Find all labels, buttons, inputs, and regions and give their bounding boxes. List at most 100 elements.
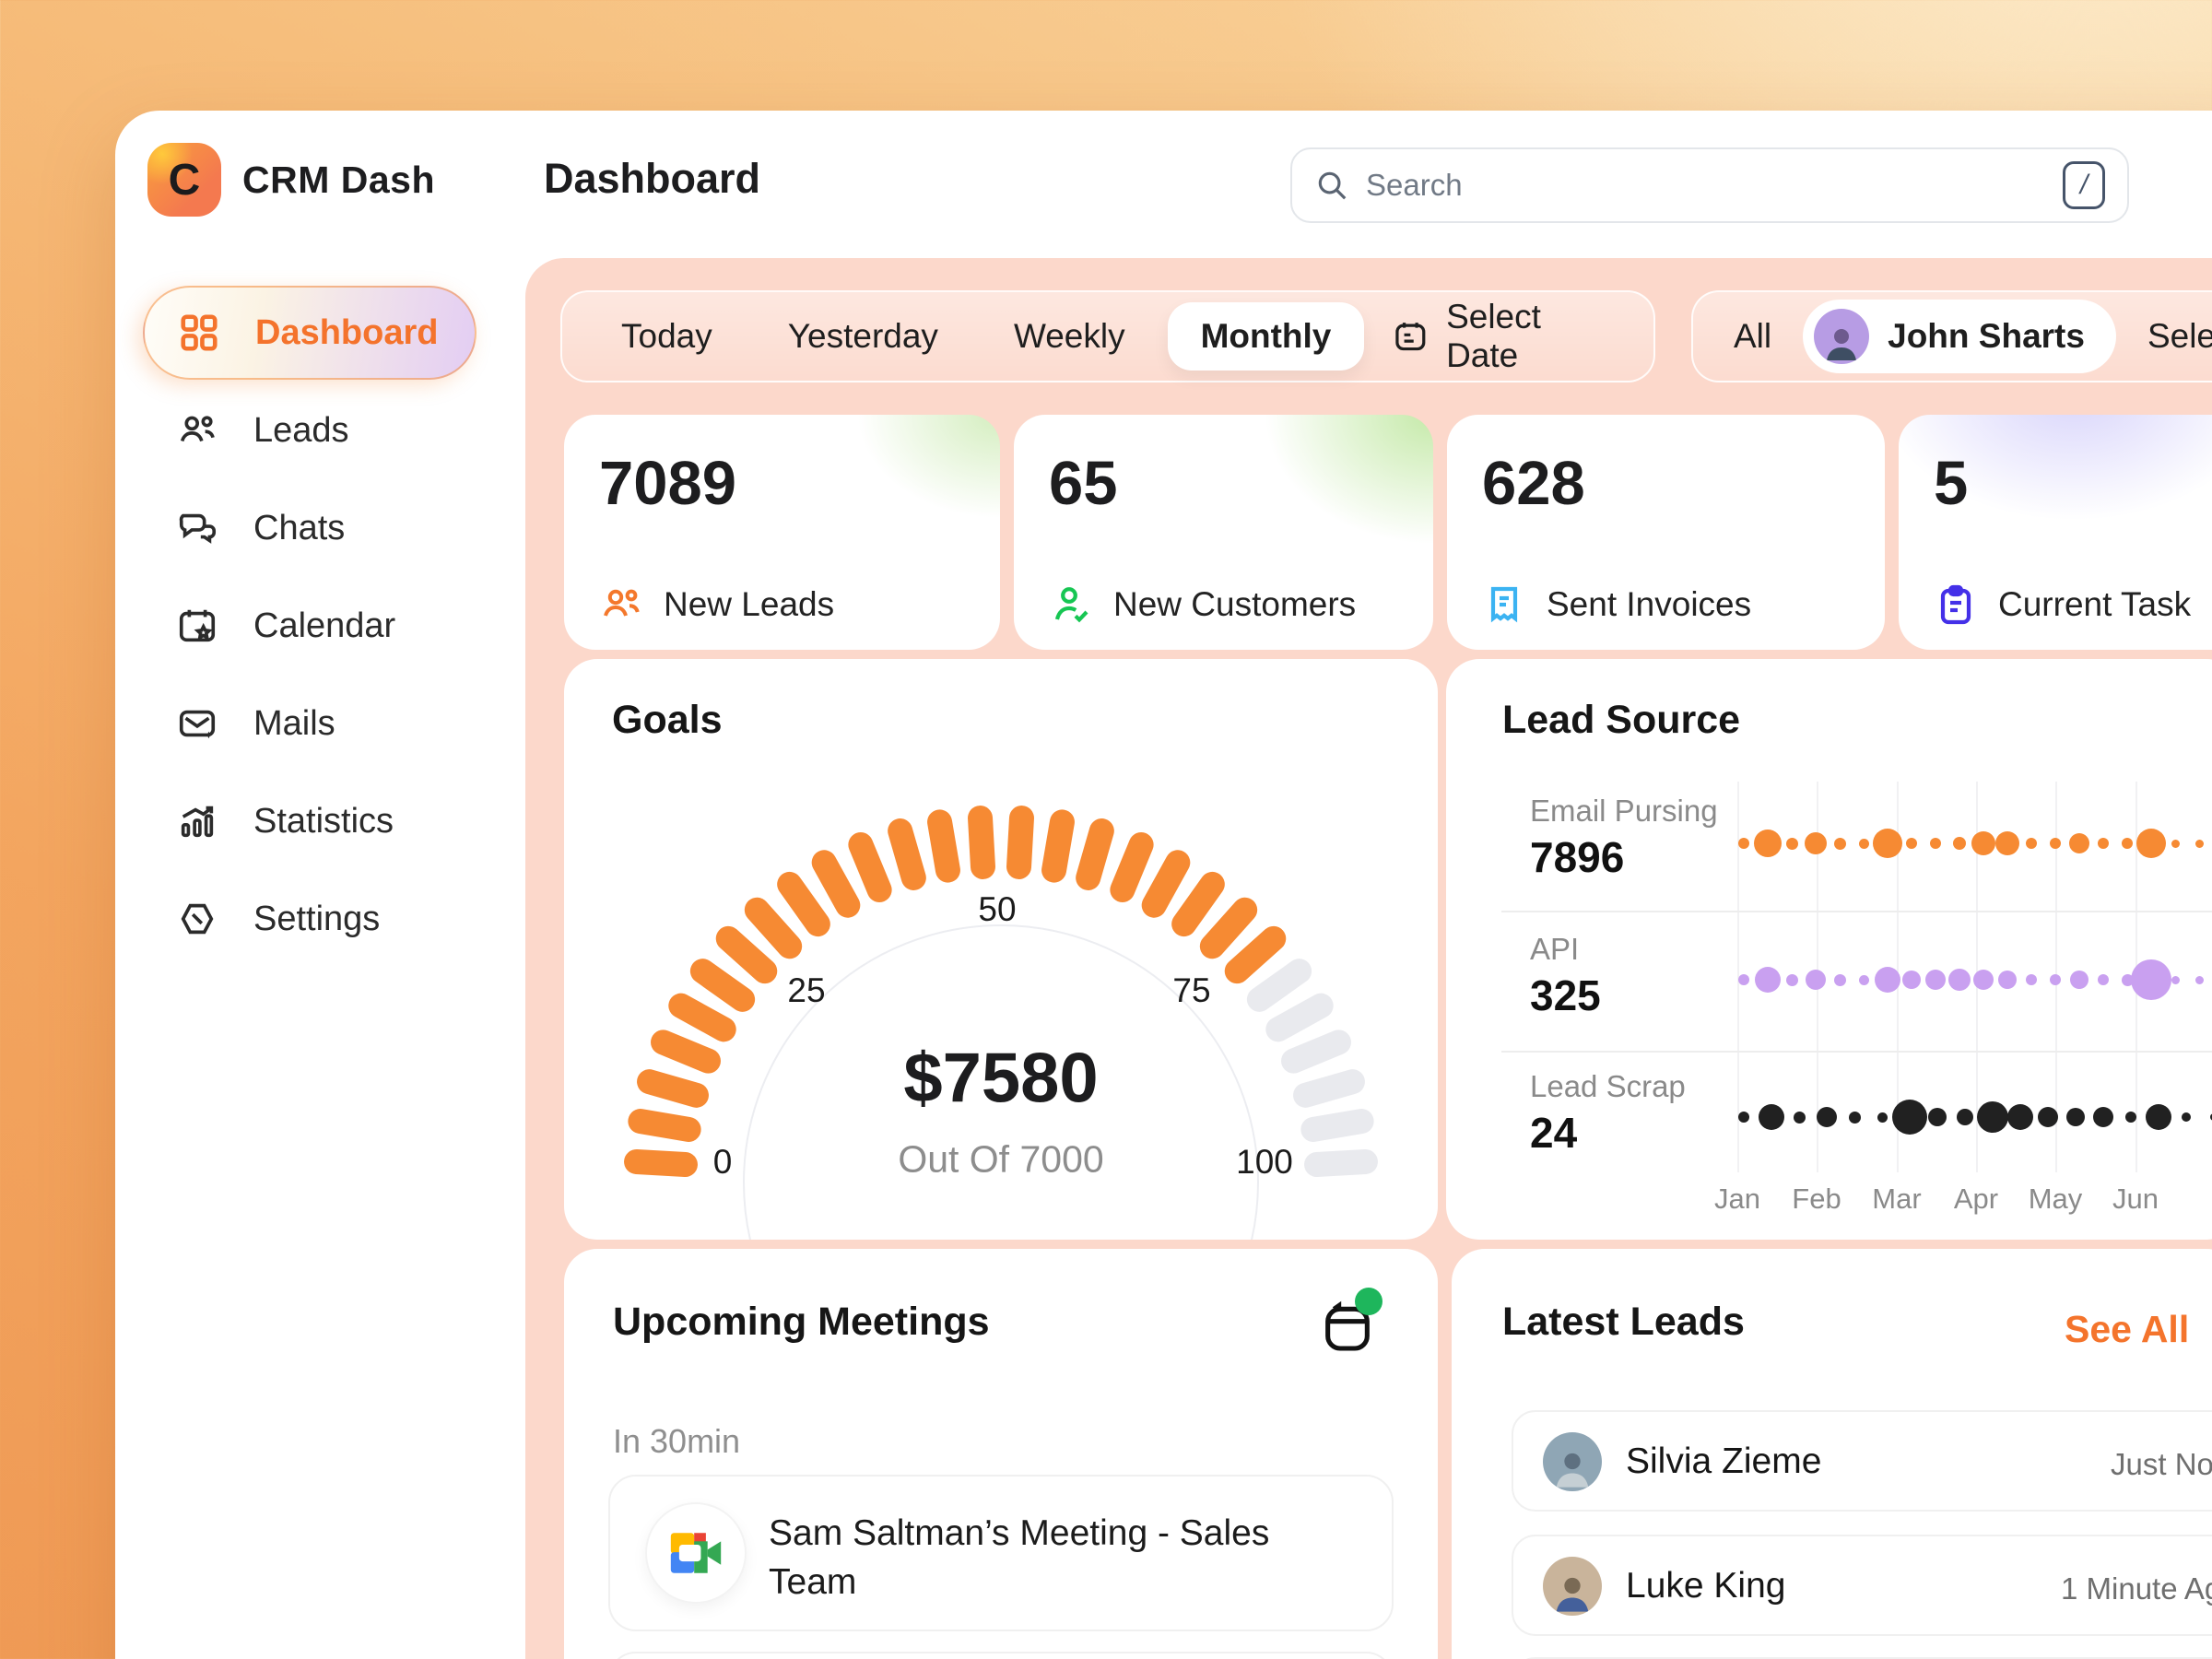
app-window: C CRM Dash Dashboard Search / Dashboard … (115, 111, 2212, 1659)
meetings-calendar-icon[interactable] (1318, 1288, 1382, 1356)
bubble (1793, 1111, 1806, 1124)
sidebar-item-calendar[interactable]: Calendar (143, 579, 477, 673)
bubble (1995, 831, 2019, 855)
bubble (2194, 839, 2204, 848)
gauge-tick (1299, 1107, 1376, 1145)
gauge-tick (1303, 1148, 1380, 1178)
bubble (1973, 970, 1994, 990)
bubble (2210, 1113, 2212, 1121)
bubble (1833, 837, 1846, 850)
goals-title: Goals (612, 698, 723, 742)
bubble (2136, 829, 2166, 858)
bubble (2125, 1112, 2136, 1123)
select-date-label: Select Date (1446, 298, 1541, 374)
goals-panel: Goals 0 25 50 75 100 $7580 Out Of 7000 (564, 659, 1438, 1240)
bubble (1998, 971, 2017, 989)
gauge-label-50: 50 (978, 890, 1017, 928)
lead-time: Just Now (2111, 1447, 2212, 1481)
gauge-label-0: 0 (712, 1143, 733, 1181)
bubble (1971, 831, 1995, 855)
notification-dot (1355, 1288, 1382, 1315)
sidebar-item-label: Calendar (253, 606, 396, 645)
meeting-title: Sam Saltman’s Meeting - Sales Team (769, 1513, 1270, 1602)
stat-value: 65 (1049, 449, 1118, 518)
meeting-card[interactable]: Sam Saltman’s Meeting - Sales Team (608, 1475, 1394, 1631)
range-weekly-button[interactable]: Weekly (1013, 317, 1125, 355)
bubble (2131, 959, 2171, 1000)
gauge-tick (1006, 804, 1035, 880)
bubble (1906, 838, 1917, 849)
bubble (2098, 974, 2109, 985)
gauge-label-100: 100 (1236, 1143, 1293, 1181)
chat-bubbles-icon (179, 513, 217, 544)
sidebar-item-dashboard[interactable]: Dashboard (143, 286, 477, 380)
bubble (1759, 1104, 1784, 1130)
bubble (1738, 838, 1749, 849)
grid-icon (181, 314, 218, 351)
bubble (1977, 1101, 2008, 1133)
meeting-countdown: In 30min (613, 1422, 741, 1460)
see-all-link[interactable]: See All (2065, 1308, 2190, 1350)
lead-source-row-value: 24 (1530, 1109, 1578, 1157)
lead-source-row-label: Email Pursing (1530, 794, 1718, 828)
brand-logo-letter: C (168, 155, 201, 205)
lead-source-row-value: 7896 (1530, 833, 1625, 881)
search-input[interactable]: Search / (1290, 147, 2129, 223)
scope-user-pill[interactable]: John Sharts (1803, 300, 2116, 373)
avatar (1543, 1432, 1602, 1491)
page-title: Dashboard (544, 155, 761, 202)
bar-chart-icon (181, 806, 214, 838)
scope-all-button[interactable]: All (1734, 317, 1772, 355)
select-date-button[interactable]: Select Date (1373, 298, 1628, 375)
lead-row[interactable]: Luke King 1 Minute Ago (1512, 1535, 2212, 1636)
gauge-tick (622, 1148, 699, 1178)
stat-card-current-task: 5 Current Task (1899, 415, 2212, 650)
sidebar-item-mails[interactable]: Mails (143, 677, 477, 771)
lead-row[interactable]: Silvia Zieme Just Now (1512, 1410, 2212, 1512)
gauge-tick (967, 804, 996, 880)
meeting-card[interactable] (608, 1652, 1394, 1659)
lead-source-row-label: API (1530, 932, 1580, 966)
scope-select-button[interactable]: Select (2147, 317, 2212, 355)
divider (1501, 911, 2212, 912)
bubble (2122, 838, 2133, 849)
range-monthly-button[interactable]: Monthly (1167, 302, 1365, 371)
bubble (1806, 970, 1826, 990)
sidebar-item-settings[interactable]: Settings (143, 872, 477, 966)
bubble (2171, 975, 2180, 984)
range-today-button[interactable]: Today (621, 317, 712, 355)
bubble (1875, 967, 1900, 993)
bubble (2069, 833, 2089, 853)
bubble (1817, 1107, 1837, 1127)
sidebar-item-leads[interactable]: Leads (143, 383, 477, 477)
latest-leads-panel: Latest Leads See All Silvia Zieme Just N… (1452, 1249, 2212, 1659)
bubble (1902, 971, 1921, 989)
scope-user-name: John Sharts (1888, 317, 2085, 355)
bubble (2026, 974, 2037, 985)
bubble (2093, 1107, 2113, 1127)
lead-time: 1 Minute Ago (2061, 1571, 2212, 1606)
gauge-tick (925, 807, 963, 885)
search-shortcut-key: / (2063, 161, 2105, 209)
divider (1501, 1051, 2212, 1053)
bubble (2098, 838, 2109, 849)
bubble (1754, 830, 1782, 857)
lead-source-row-value: 325 (1530, 971, 1601, 1019)
bubble (2121, 973, 2134, 986)
bubble (1858, 838, 1869, 849)
lead-source-title: Lead Source (1502, 698, 1741, 742)
stat-label: Current Task (1998, 585, 2192, 623)
people-icon (604, 589, 640, 617)
month-label: Jun (2112, 1182, 2159, 1215)
sidebar-item-statistics[interactable]: Statistics (143, 774, 477, 868)
calendar-icon (1395, 323, 1426, 351)
gauge-tick (626, 1107, 703, 1145)
sidebar-item-chats[interactable]: Chats (143, 481, 477, 575)
gauge-tick (884, 816, 929, 894)
stat-card-new-customers: 65 New Customers (1014, 415, 1433, 650)
bubble (1848, 1111, 1861, 1124)
range-yesterday-button[interactable]: Yesterday (787, 317, 938, 355)
lead-source-panel: Lead Source Jan Feb Mar Apr May Jun Email Pur… (1446, 659, 2212, 1240)
content-area: Today Yesterday Weekly Monthly Select Da… (525, 258, 2212, 1659)
sidebar-item-label: Leads (253, 410, 349, 450)
